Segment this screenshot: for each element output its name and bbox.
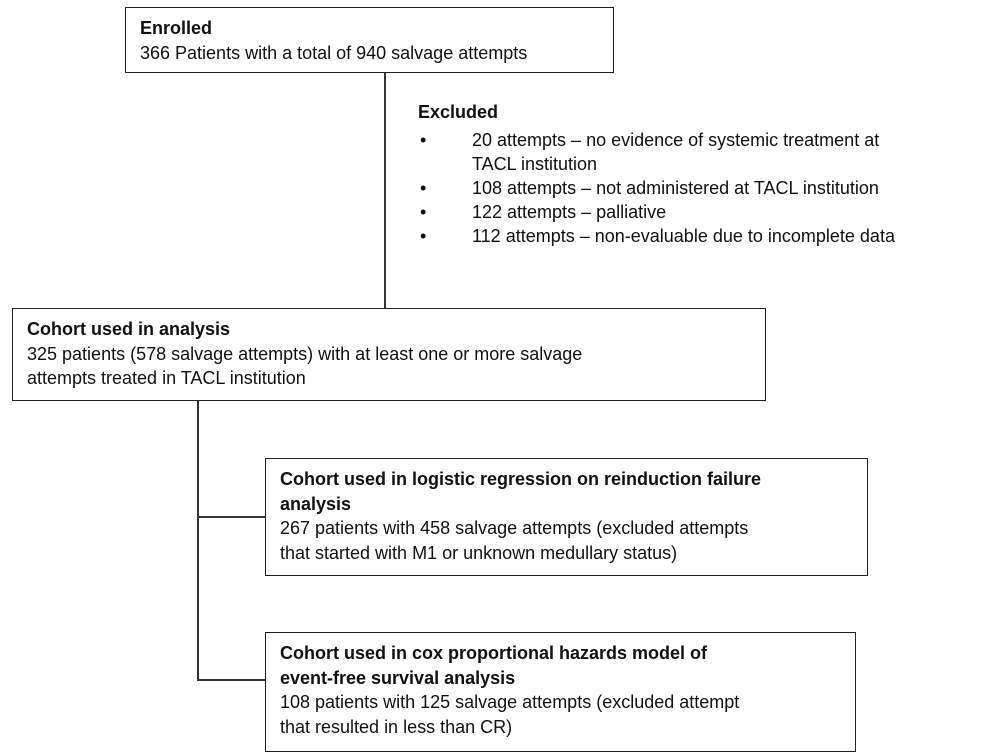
connector [384, 72, 386, 308]
box-title: Cohort used in analysis [27, 319, 231, 339]
excluded-text: 20 attempts – no evidence of systemic tr… [472, 130, 880, 150]
box-enrolled: Enrolled 366 Patients with a total of 940… [125, 7, 614, 73]
connector [197, 400, 199, 681]
excluded-item: 112 attempts – non-evaluable due to inco… [418, 224, 895, 248]
excluded-text: 108 attempts – not administered at TACL … [472, 178, 879, 198]
box-title: analysis [280, 493, 352, 514]
box-text: 325 patients (578 salvage attempts) with… [27, 343, 583, 364]
box-text: attempts treated in TACL institution [27, 368, 306, 388]
box-title: Cohort used in logistic regression on re… [280, 469, 762, 489]
excluded-title: Excluded [418, 102, 499, 122]
box-text: 366 Patients with a total of 940 salvage… [140, 42, 528, 63]
excluded-text: TACL institution [472, 154, 598, 174]
excluded-item: 108 attempts – not administered at TACL … [418, 176, 895, 200]
excluded-item: 20 attempts – no evidence of systemic tr… [418, 128, 895, 176]
excluded-text: 112 attempts – non-evaluable due to inco… [472, 226, 895, 246]
box-cohort: Cohort used in analysis 325 patients (578… [12, 308, 766, 401]
box-logistic: Cohort used in logistic regression on re… [265, 458, 868, 576]
excluded: Excluded 20 attempts – no evidence of sys… [418, 100, 895, 248]
box-text: 267 patients with 458 salvage attempts (… [280, 518, 749, 538]
box-text: 108 patients with 125 salvage attempts (… [280, 692, 740, 712]
excluded-text: 122 attempts – palliative [472, 202, 667, 222]
connector [197, 679, 265, 681]
box-title: Enrolled [140, 18, 213, 38]
box-text: that started with M1 or unknown medullar… [280, 542, 678, 563]
box-title: Cohort used in cox proportional hazards … [280, 643, 708, 663]
box-text: that resulted in less than CR) [280, 716, 513, 737]
box-title: event-free survival analysis [280, 667, 516, 688]
excluded-item: 122 attempts – palliative [418, 200, 895, 224]
connector [197, 516, 265, 518]
box-cox: Cohort used in cox proportional hazards … [265, 632, 856, 752]
